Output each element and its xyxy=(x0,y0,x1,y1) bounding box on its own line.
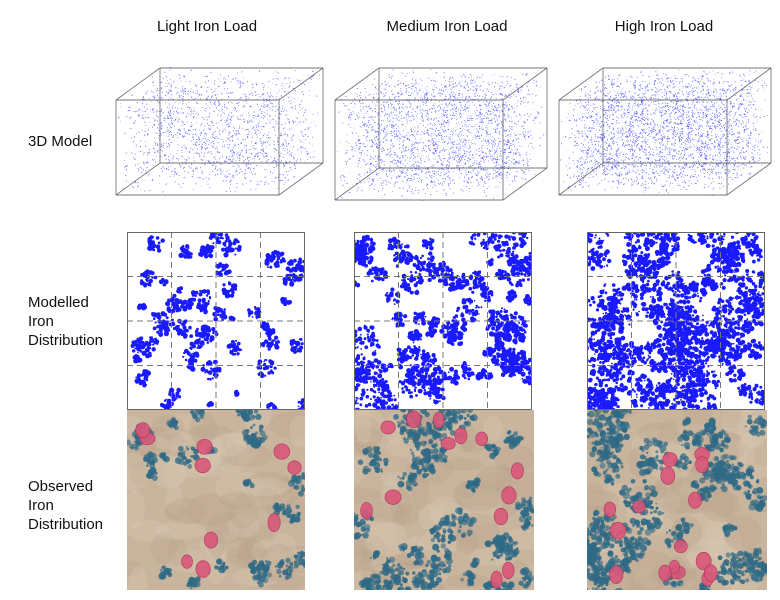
micrograph-light xyxy=(127,410,305,590)
cube-model-medium xyxy=(334,67,548,202)
row-label-modelled: Modelled Iron Distribution xyxy=(28,294,104,349)
row-label-3d-model: 3D Model xyxy=(28,133,93,150)
grid-model-light xyxy=(127,232,305,410)
micrograph-high xyxy=(587,410,767,590)
col-title-medium: Medium Iron Load xyxy=(386,18,508,35)
grid-model-high xyxy=(587,232,765,410)
cube-model-high xyxy=(558,67,772,196)
cube-model-light xyxy=(115,66,324,196)
micrograph-medium xyxy=(354,410,534,590)
grid-model-medium xyxy=(354,232,532,410)
col-title-high: High Iron Load xyxy=(614,18,714,35)
col-title-light: Light Iron Load xyxy=(156,18,258,35)
row-label-observed: Observed Iron Distribution xyxy=(28,478,104,533)
